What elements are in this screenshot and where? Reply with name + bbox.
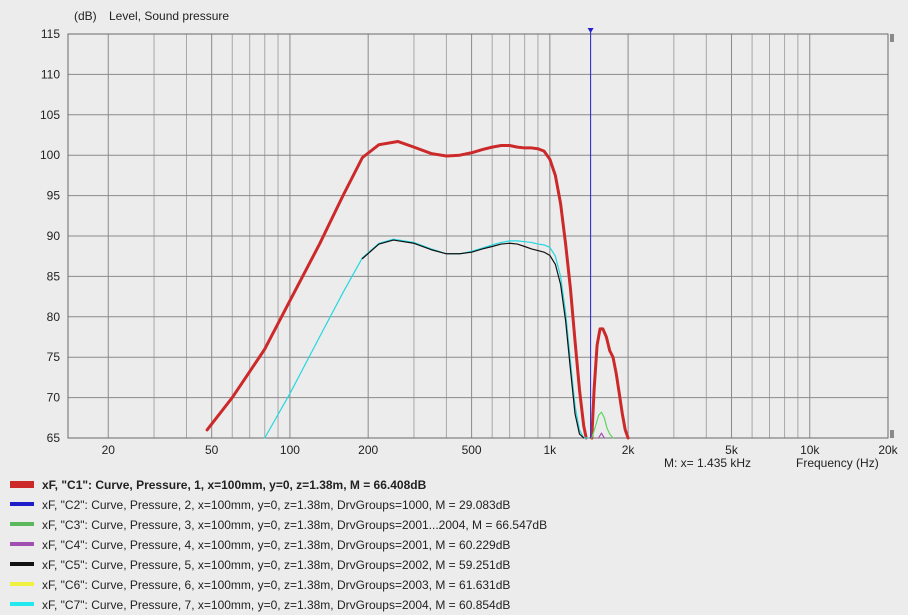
legend-swatch: [10, 562, 34, 566]
legend-item[interactable]: xF, "C5": Curve, Pressure, 5, x=100mm, y…: [8, 555, 908, 575]
frequency-response-chart: 115 110 105 100 95 90 85 80 75 70 65 20 50 100 200 500 1…: [40, 9, 899, 470]
x-axis-label: Frequency (Hz): [796, 456, 879, 470]
y-tick-label: 105: [40, 108, 60, 122]
legend-label: xF, "C1": Curve, Pressure, 1, x=100mm, y…: [42, 478, 427, 492]
plot-frame: [67, 33, 889, 439]
legend-swatch: [10, 582, 34, 586]
x-tick-label: 20: [102, 443, 116, 457]
legend-label: xF, "C5": Curve, Pressure, 5, x=100mm, y…: [42, 558, 511, 572]
y-tick-label: 80: [47, 310, 61, 324]
marker-readout: M: x= 1.435 kHz: [664, 456, 751, 470]
y-tick-label: 115: [41, 27, 60, 41]
legend-item[interactable]: xF, "C6": Curve, Pressure, 6, x=100mm, y…: [8, 575, 908, 595]
x-tick-label: 20k: [878, 443, 898, 457]
legend-label: xF, "C7": Curve, Pressure, 7, x=100mm, y…: [42, 598, 511, 612]
x-tick-label: 2k: [622, 443, 636, 457]
legend-label: xF, "C6": Curve, Pressure, 6, x=100mm, y…: [42, 578, 511, 592]
legend-label: xF, "C4": Curve, Pressure, 4, x=100mm, y…: [42, 538, 511, 552]
series-line-6: [591, 411, 614, 439]
chart-svg: 115 110 105 100 95 90 85 80 75 70 65 20 50 100 200 500 1…: [40, 9, 899, 470]
y-axis-unit: (dB): [74, 9, 97, 23]
y-tick-label: 110: [41, 67, 60, 81]
legend-item[interactable]: xF, "C2": Curve, Pressure, 2, x=100mm, y…: [8, 495, 908, 515]
marker-cursor-handle[interactable]: [587, 28, 594, 33]
x-tick-label: 50: [205, 443, 219, 457]
series-line-1: [590, 327, 630, 440]
chart-title: Level, Sound pressure: [109, 9, 229, 23]
series-line-3: [264, 238, 589, 439]
legend-swatch: [10, 522, 34, 526]
x-tick-label: 500: [462, 443, 482, 457]
series-line-0: [205, 139, 588, 440]
legend-label: xF, "C3": Curve, Pressure, 3, x=100mm, y…: [42, 518, 548, 532]
plot-top-handle[interactable]: [890, 34, 894, 42]
plot-bottom-handle[interactable]: [890, 430, 894, 438]
legend: xF, "C1": Curve, Pressure, 1, x=100mm, y…: [8, 475, 908, 615]
legend-item[interactable]: xF, "C1": Curve, Pressure, 1, x=100mm, y…: [8, 475, 908, 495]
x-tick-label: 1k: [544, 443, 558, 457]
y-tick-label: 100: [40, 148, 60, 162]
x-tick-label: 100: [280, 443, 300, 457]
legend-swatch: [10, 602, 34, 606]
legend-item[interactable]: xF, "C4": Curve, Pressure, 4, x=100mm, y…: [8, 535, 908, 555]
y-tick-label: 85: [47, 269, 61, 283]
y-tick-label: 95: [47, 189, 61, 203]
legend-item[interactable]: xF, "C3": Curve, Pressure, 3, x=100mm, y…: [8, 515, 908, 535]
y-tick-label: 90: [47, 229, 61, 243]
series-line-5: [597, 432, 605, 439]
legend-item[interactable]: xF, "C7": Curve, Pressure, 7, x=100mm, y…: [8, 595, 908, 615]
y-tick-label: 70: [47, 391, 61, 405]
y-tick-label: 65: [47, 431, 61, 445]
legend-swatch: [10, 542, 34, 546]
series-line-4: [361, 239, 585, 439]
legend-swatch: [10, 502, 34, 506]
legend-label: xF, "C2": Curve, Pressure, 2, x=100mm, y…: [42, 498, 511, 512]
y-tick-label: 75: [47, 350, 61, 364]
x-tick-label: 10k: [800, 443, 820, 457]
x-tick-label: 200: [358, 443, 378, 457]
x-tick-label: 5k: [725, 443, 739, 457]
legend-swatch: [10, 481, 34, 488]
